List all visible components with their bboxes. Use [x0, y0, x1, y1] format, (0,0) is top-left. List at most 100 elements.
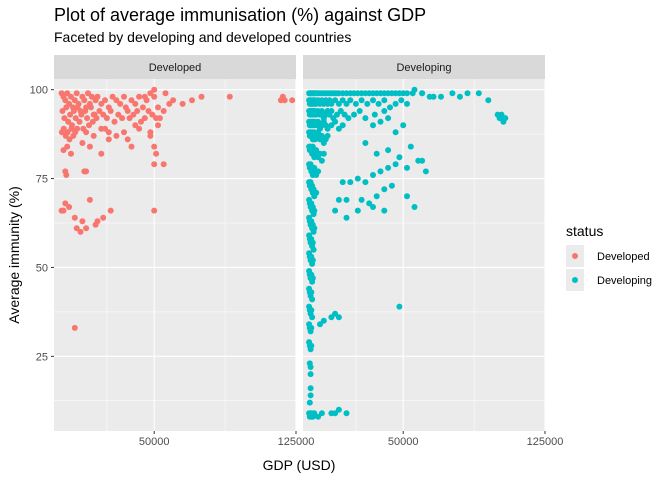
- data-point-developed: [156, 115, 163, 122]
- data-point-developed: [145, 108, 152, 114]
- data-point-developed: [61, 115, 68, 122]
- data-point-developing: [320, 317, 327, 324]
- data-point-developed: [90, 132, 97, 139]
- data-point-developing: [396, 303, 403, 310]
- data-point-developing: [335, 125, 342, 132]
- data-point-developing: [354, 175, 361, 182]
- data-point-developed: [162, 90, 169, 97]
- data-point-developing: [392, 100, 399, 107]
- x-tick-label-developing: 50000: [388, 436, 419, 448]
- data-point-developing: [396, 154, 403, 161]
- data-point-developed: [113, 132, 120, 139]
- data-point-developed: [74, 104, 81, 111]
- data-point-developing: [354, 207, 361, 214]
- data-point-developed: [105, 136, 112, 143]
- data-point-developing: [392, 161, 399, 168]
- y-tick-label: 25: [36, 351, 48, 363]
- data-point-developed: [128, 143, 135, 150]
- data-point-developing: [308, 324, 315, 331]
- axis-ticks: 50000 125000 50000 125000 25 50 75 100: [30, 85, 564, 448]
- data-point-developed: [147, 90, 154, 97]
- data-point-developing: [318, 157, 325, 164]
- data-point-developing: [324, 125, 331, 132]
- data-point-developing: [307, 371, 314, 378]
- data-point-developing: [411, 86, 418, 93]
- data-point-developed: [66, 136, 73, 143]
- data-point-developed: [134, 108, 141, 114]
- data-point-developing: [332, 310, 339, 317]
- data-point-developing: [387, 104, 393, 111]
- data-point-developed: [86, 143, 93, 150]
- data-point-developed: [141, 115, 148, 122]
- data-point-developing: [362, 115, 369, 122]
- data-point-developing: [315, 129, 322, 136]
- data-point-developing: [306, 399, 313, 406]
- data-point-developed: [68, 93, 74, 100]
- data-point-developed: [62, 200, 69, 207]
- data-point-developed: [105, 129, 112, 136]
- data-point-developed: [139, 104, 146, 111]
- data-point-developing: [449, 90, 456, 97]
- data-point-developed: [79, 218, 86, 225]
- data-point-developed: [83, 129, 90, 136]
- data-point-developed: [179, 100, 186, 107]
- data-point-developing: [307, 392, 314, 399]
- data-point-developing: [358, 97, 365, 104]
- data-point-developed: [68, 125, 75, 132]
- data-point-developed: [166, 100, 173, 107]
- data-point-developed: [130, 111, 137, 118]
- data-point-developed: [109, 93, 116, 100]
- data-point-developing: [339, 179, 346, 186]
- data-point-developing: [309, 296, 316, 303]
- legend: status Developed Developing: [566, 223, 652, 291]
- data-point-developing: [385, 164, 392, 171]
- facet-strip-label-developing: Developing: [396, 62, 451, 74]
- data-point-developing: [339, 122, 346, 129]
- data-point-developing: [475, 90, 482, 97]
- data-point-developed: [81, 97, 88, 104]
- data-point-developing: [419, 157, 426, 164]
- data-point-developed: [124, 136, 131, 143]
- data-point-developed: [128, 97, 135, 104]
- panel-bg-developing: [303, 79, 545, 431]
- data-point-developed: [160, 108, 167, 114]
- x-tick-label-developed: 125000: [278, 436, 315, 448]
- data-point-developing: [366, 200, 373, 207]
- data-point-developed: [94, 93, 101, 100]
- data-point-developed: [71, 97, 78, 104]
- data-point-developed: [63, 172, 70, 178]
- data-point-developed: [155, 104, 161, 111]
- data-point-developing: [364, 100, 371, 107]
- legend-label-developing: Developing: [597, 275, 652, 287]
- data-point-developing: [373, 150, 380, 157]
- data-point-developing: [352, 100, 359, 107]
- data-point-developed: [189, 97, 195, 104]
- data-point-developing: [381, 97, 388, 104]
- data-point-developing: [362, 179, 369, 186]
- data-point-developing: [313, 147, 320, 154]
- data-point-developed: [66, 204, 73, 210]
- data-point-developed: [92, 221, 99, 228]
- data-point-developing: [311, 410, 318, 417]
- data-point-developing: [404, 100, 410, 107]
- y-tick-label: 100: [30, 85, 48, 97]
- data-point-developing: [309, 314, 316, 321]
- data-point-developed: [107, 108, 114, 114]
- data-point-developing: [343, 410, 350, 417]
- data-point-developing: [315, 168, 322, 175]
- data-point-developing: [335, 314, 342, 321]
- x-tick-label-developing: 125000: [527, 436, 564, 448]
- data-point-developed: [132, 100, 139, 107]
- data-point-developed: [76, 118, 83, 125]
- data-point-developing: [377, 168, 384, 175]
- data-point-developed: [138, 118, 144, 125]
- data-point-developed: [160, 161, 167, 168]
- data-point-developed: [83, 168, 90, 175]
- y-tick-label: 50: [36, 262, 48, 274]
- data-point-developed: [281, 97, 288, 104]
- data-point-developed: [60, 125, 67, 132]
- data-point-developed: [198, 93, 205, 100]
- data-point-developing: [347, 97, 354, 104]
- data-point-developed: [147, 129, 154, 136]
